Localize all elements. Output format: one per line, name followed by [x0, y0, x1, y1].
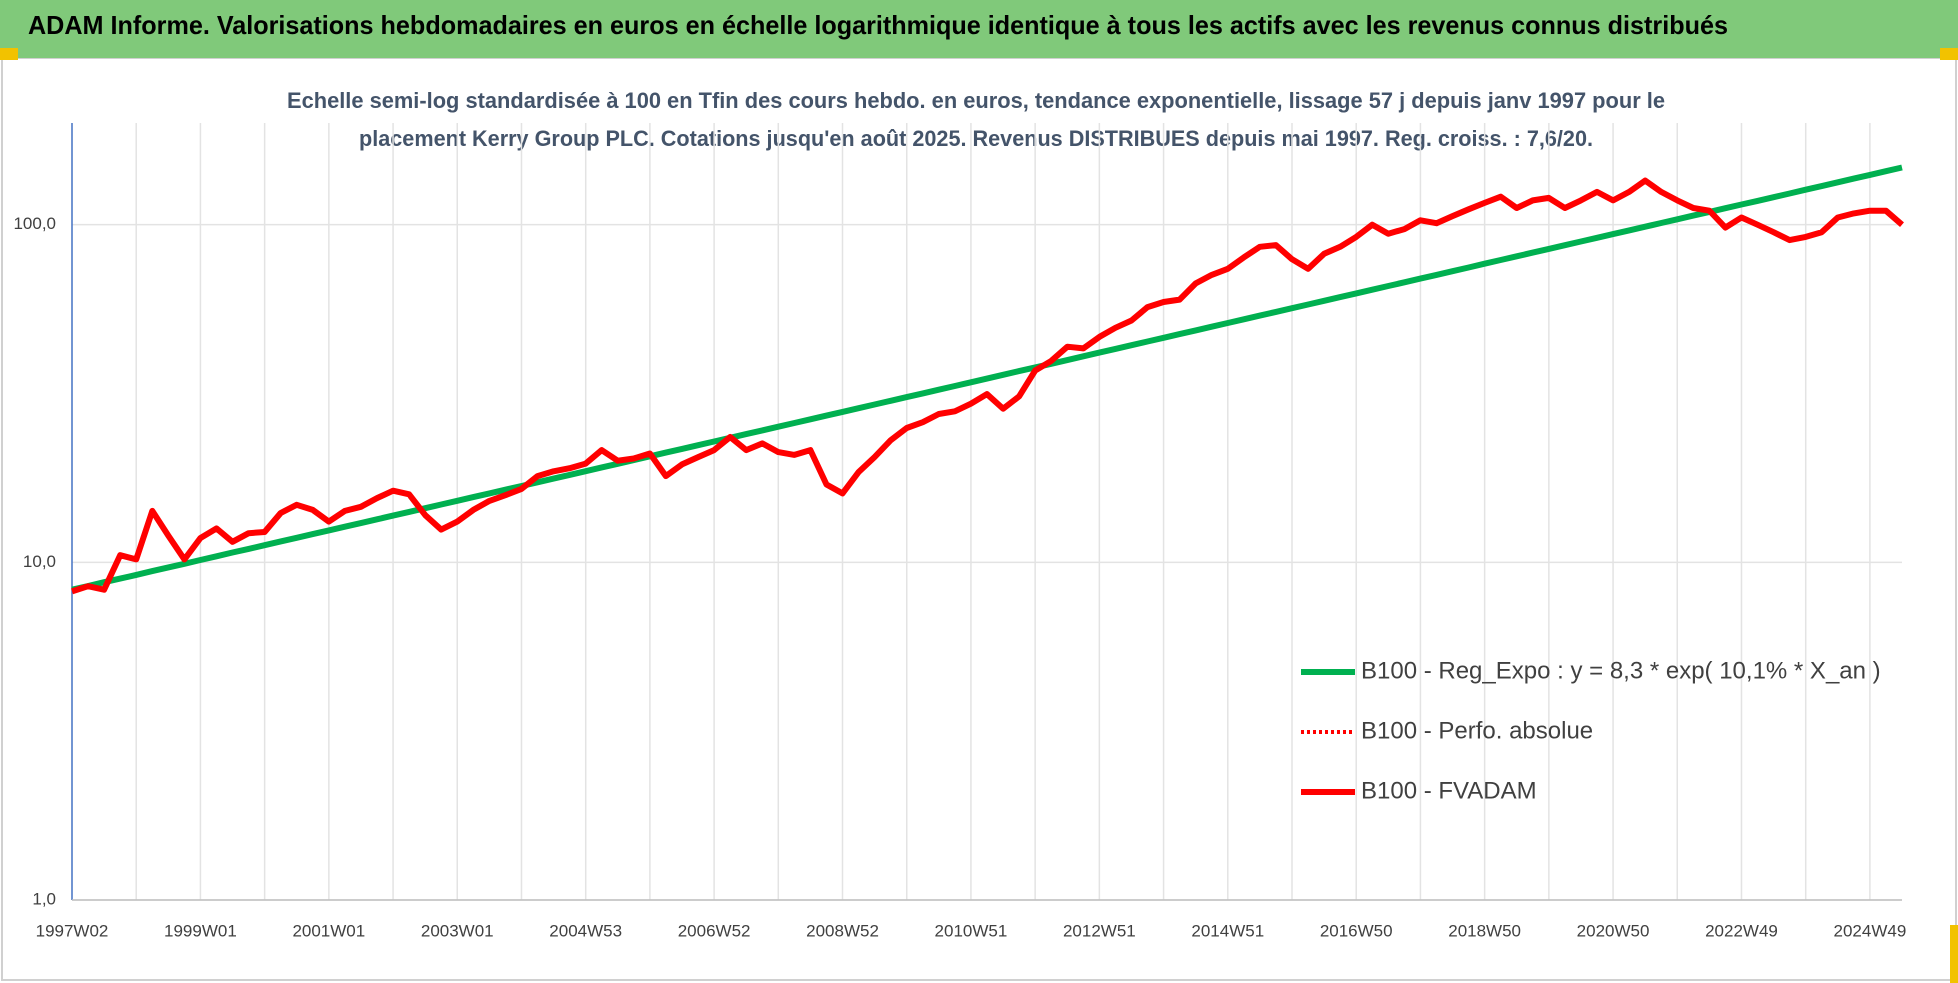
x-tick-label: 2012W51: [1063, 921, 1136, 940]
series-line: [71, 177, 1904, 595]
x-tick-label: 2020W50: [1577, 921, 1650, 940]
x-tick-label: 2018W50: [1448, 921, 1521, 940]
x-tick-label: 2016W50: [1320, 921, 1393, 940]
corner-mark: [0, 48, 18, 60]
x-tick-label: 2008W52: [806, 921, 879, 940]
x-tick-label: 2014W51: [1191, 921, 1264, 940]
legend-label: B100 - Reg_Expo : y = 8,3 * exp( 10,1% *…: [1361, 657, 1881, 684]
x-tick-label: 2024W49: [1834, 921, 1907, 940]
y-tick-label: 10,0: [23, 552, 56, 571]
x-tick-label: 2022W49: [1705, 921, 1778, 940]
x-tick-label: 2003W01: [421, 921, 494, 940]
legend-label: B100 - Perfo. absolue: [1361, 717, 1593, 744]
corner-mark: [1950, 925, 1958, 983]
banner: [0, 0, 1958, 58]
x-tick-label: 2010W51: [935, 921, 1008, 940]
page-title: ADAM Informe. Valorisations hebdomadaire…: [28, 10, 1728, 40]
x-tick-label: 2001W01: [292, 921, 365, 940]
x-tick-label: 1999W01: [164, 921, 237, 940]
x-tick-label: 1997W02: [36, 921, 109, 940]
corner-mark: [1940, 48, 1958, 60]
legend-label: B100 - FVADAM: [1361, 777, 1537, 804]
x-tick-label: 2004W53: [549, 921, 622, 940]
chart-subtitle: Echelle semi-log standardisée à 100 en T…: [287, 88, 1665, 113]
chart-subtitle: placement Kerry Group PLC. Cotations jus…: [359, 126, 1593, 151]
y-tick-label: 1,0: [32, 889, 56, 908]
y-tick-label: 100,0: [13, 214, 56, 233]
x-tick-label: 2006W52: [678, 921, 751, 940]
series-line: [71, 164, 1903, 593]
